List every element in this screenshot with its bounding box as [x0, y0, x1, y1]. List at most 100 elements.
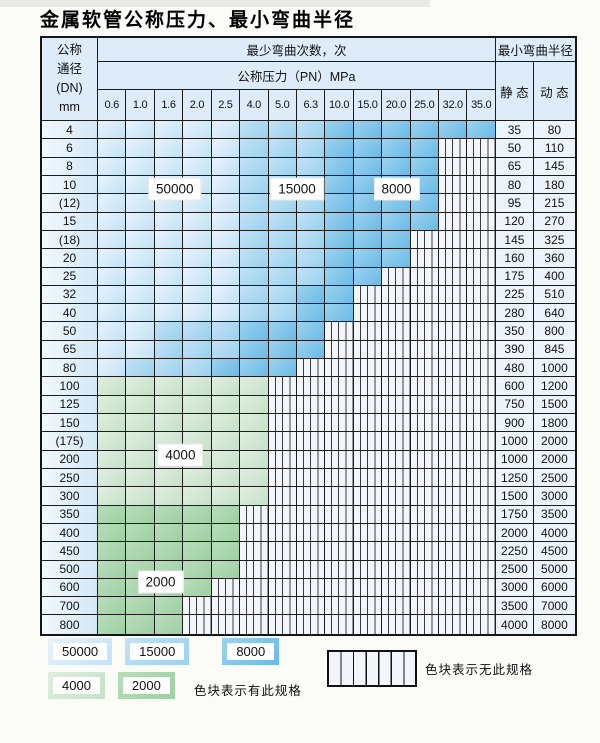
- dynamic-radius-cell: 80: [533, 121, 575, 140]
- zone-cell: [154, 212, 184, 231]
- zone-cell: [325, 432, 354, 451]
- zone-cell: [382, 340, 411, 360]
- dynamic-radius-cell: 360: [533, 249, 575, 268]
- zone-cell: [410, 414, 440, 433]
- zone-cell: [353, 560, 383, 579]
- static-radius-cell: 600: [495, 377, 534, 396]
- legend-swatch-8000: 8000: [222, 638, 280, 665]
- zone-cell: [126, 377, 155, 396]
- zone-cell: [126, 139, 155, 158]
- zone-cell: [211, 377, 241, 396]
- zone-cell: [126, 432, 155, 451]
- zone-cell: [467, 597, 496, 616]
- dn-cell: 10: [42, 175, 98, 195]
- zone-cell: [183, 395, 212, 414]
- zone-cell: [98, 322, 127, 341]
- dn-cell: 25: [42, 267, 98, 286]
- zone-cell: [211, 194, 241, 213]
- zone-cell: [154, 395, 184, 414]
- zone-cell: [296, 359, 326, 378]
- zone-cell: [382, 304, 411, 323]
- zone-cell: [467, 249, 496, 268]
- zone-cell: [296, 304, 326, 323]
- zone-cell: [183, 249, 212, 268]
- zone-cell: [410, 322, 440, 341]
- zone-cell: [268, 157, 297, 176]
- zone-cell: [382, 523, 411, 543]
- zone-cell: [268, 414, 297, 433]
- static-radius-cell: 480: [495, 359, 534, 378]
- zone-cell: [211, 249, 241, 268]
- zone-cell: [467, 285, 496, 305]
- dn-cell: 350: [42, 505, 98, 524]
- zone-cell: [325, 157, 354, 176]
- zone-cell: [382, 615, 411, 634]
- zone-cell: [410, 468, 440, 488]
- zone-cell: [382, 414, 411, 433]
- legend-swatch-value: 50000: [53, 643, 108, 660]
- dynamic-radius-cell: 3500: [533, 505, 575, 524]
- zone-cell: [183, 414, 212, 433]
- zone-cell: [325, 414, 354, 433]
- zone-cell: [240, 139, 269, 158]
- dn-cell: (12): [42, 194, 98, 213]
- zone-cell: [211, 523, 241, 543]
- cycles-title: 最少弯曲次数，次: [98, 38, 496, 62]
- zone-cell: [211, 395, 241, 414]
- zone-cell: [98, 121, 127, 140]
- zone-cell: [154, 468, 184, 488]
- zone-cell: [353, 139, 383, 158]
- zone-cell: [382, 157, 411, 176]
- zone-cell: [211, 285, 241, 305]
- zone-cell: [296, 597, 326, 616]
- pressure-col-header: 4.0: [240, 90, 269, 121]
- zone-cell: [410, 523, 440, 543]
- static-radius-cell: 160: [495, 249, 534, 268]
- zone-cell: [325, 175, 354, 195]
- static-radius-cell: 3500: [495, 597, 534, 616]
- zone-cell: [98, 542, 127, 561]
- zone-cell: [410, 578, 440, 598]
- pressure-title: 公称压力（PN）MPa: [98, 62, 496, 90]
- zone-cell: [240, 450, 269, 469]
- zone-cell: [154, 487, 184, 506]
- zone-cell: [439, 597, 468, 616]
- zone-cell: [467, 304, 496, 323]
- zone-cell: [240, 340, 269, 360]
- zone-cell: [439, 523, 468, 543]
- zone-cell: [268, 359, 297, 378]
- zone-cell: [439, 175, 468, 195]
- zone-cell: [126, 523, 155, 543]
- zone-cell: [382, 377, 411, 396]
- zone-cell: [325, 597, 354, 616]
- zone-cell: [183, 322, 212, 341]
- zone-cell: [268, 230, 297, 250]
- dn-header-line: 通径: [56, 62, 82, 76]
- zone-cell: [353, 285, 383, 305]
- zone-cell: [353, 322, 383, 341]
- zone-cell: [154, 377, 184, 396]
- zone-cell: [154, 304, 184, 323]
- legend-no-spec: 色块表示无此规格: [327, 650, 533, 687]
- zone-cell: [183, 377, 212, 396]
- page-title: 金属软管公称压力、最小弯曲半径: [40, 9, 356, 31]
- zone-cell: [410, 395, 440, 414]
- zone-cell: [382, 285, 411, 305]
- zone-cell: [467, 175, 496, 195]
- zone-cell: [353, 432, 383, 451]
- dynamic-radius-cell: 1500: [533, 395, 575, 414]
- zone-cell: [467, 487, 496, 506]
- zone-cell: [154, 505, 184, 524]
- zone-cell: [410, 121, 440, 140]
- zone-cell: [296, 414, 326, 433]
- zone-cell: [353, 597, 383, 616]
- dn-cell: 6: [42, 139, 98, 158]
- zone-cell: [98, 249, 127, 268]
- static-radius-cell: 280: [495, 304, 534, 323]
- cycle-zone-label: 50000: [147, 177, 202, 201]
- zone-cell: [439, 230, 468, 250]
- zone-cell: [154, 285, 184, 305]
- zone-cell: [439, 267, 468, 286]
- zone-cell: [183, 121, 212, 140]
- dynamic-radius-cell: 1200: [533, 377, 575, 396]
